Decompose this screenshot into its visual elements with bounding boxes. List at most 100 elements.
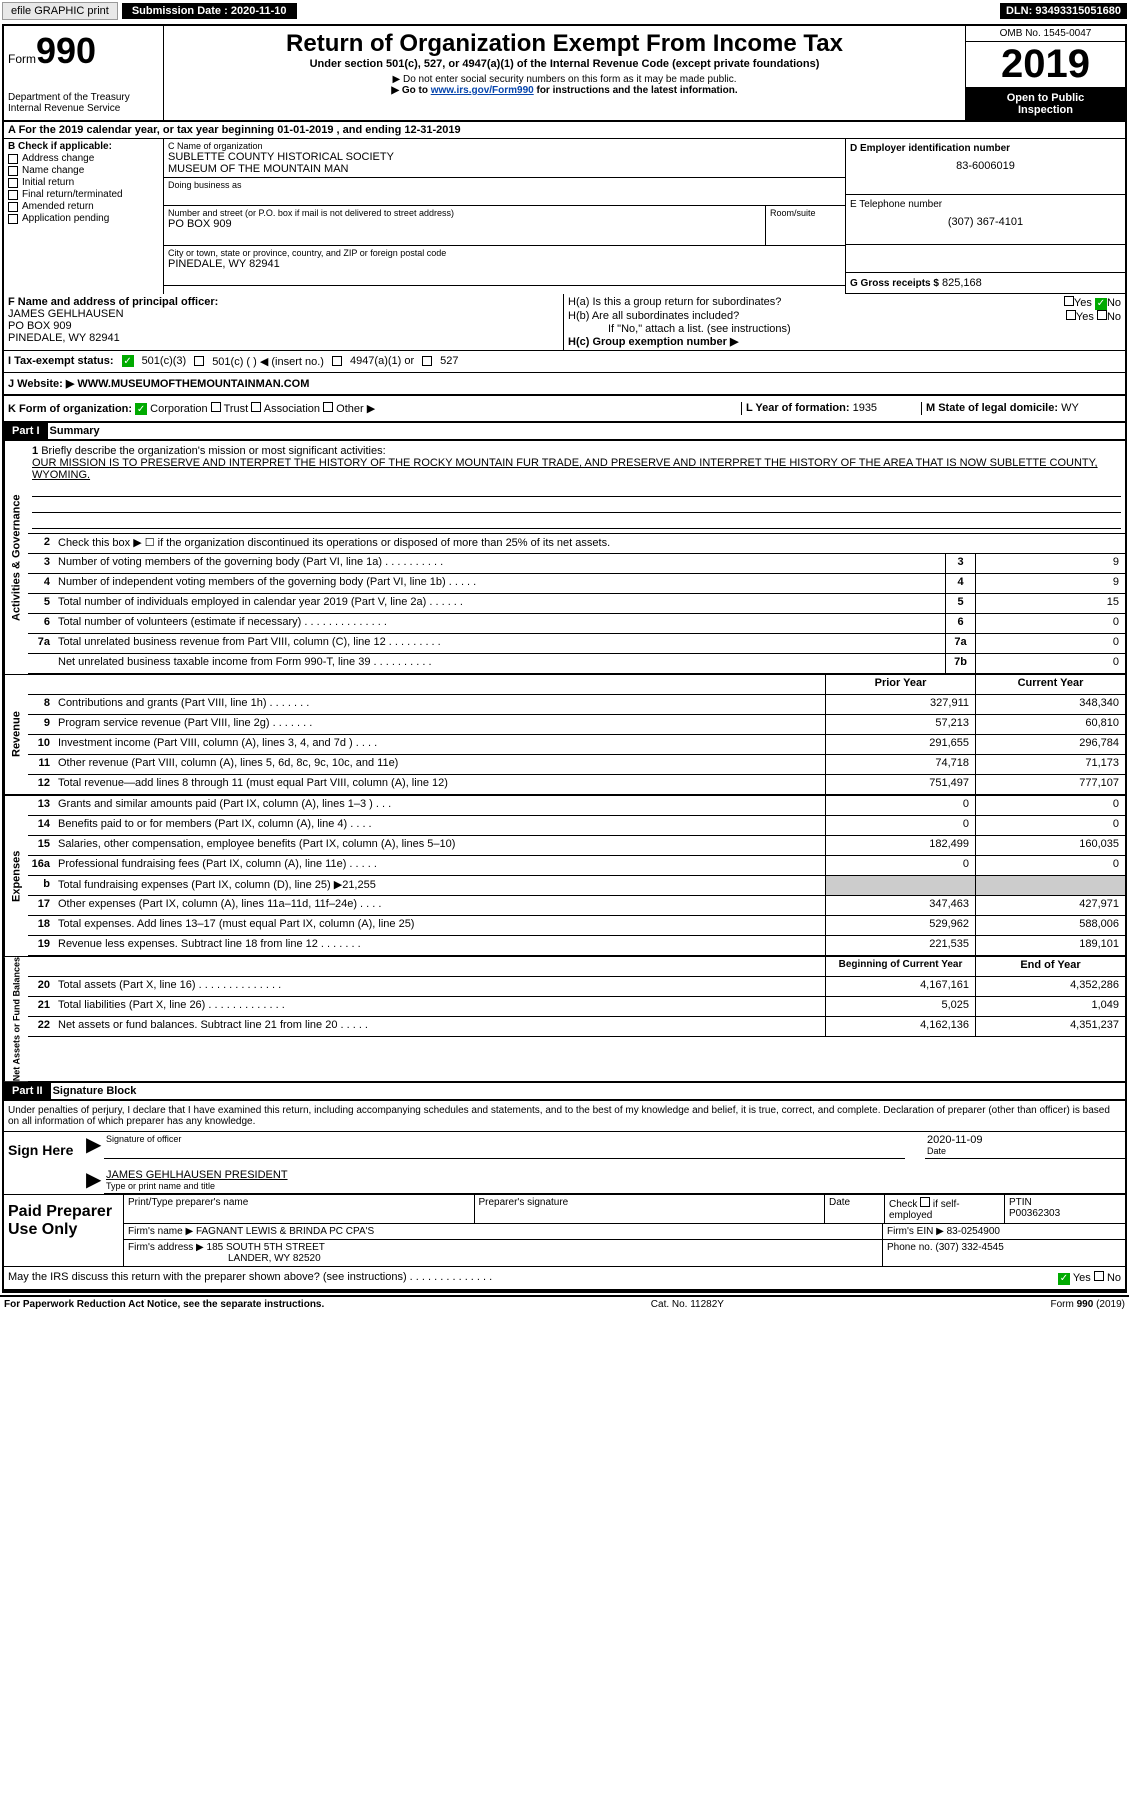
chk-assoc[interactable]: [251, 402, 261, 412]
part1-title: Summary: [48, 423, 102, 439]
form-word: Form: [8, 52, 36, 66]
line2-text: Check this box ▶ ☐ if the organization d…: [56, 534, 1125, 553]
chk-4947[interactable]: [332, 356, 342, 366]
hb-yes: Yes: [1076, 311, 1094, 323]
phone-val: (307) 367-4101: [850, 216, 1121, 228]
ptin-val: P00362303: [1009, 1208, 1121, 1219]
ha-no: No: [1107, 297, 1121, 309]
current-val: 160,035: [975, 836, 1125, 855]
addr-label: Number and street (or P.O. box if mail i…: [168, 208, 761, 218]
line-num: 14: [28, 816, 56, 835]
form-subtitle: Under section 501(c), 527, or 4947(a)(1)…: [172, 58, 957, 70]
org-name-2: MUSEUM OF THE MOUNTAIN MAN: [168, 163, 841, 175]
current-val: 4,351,237: [975, 1017, 1125, 1036]
chk-501c[interactable]: [194, 356, 204, 366]
sig-officer-label: Signature of officer: [106, 1134, 903, 1144]
chk-other[interactable]: [323, 402, 333, 412]
firm-label: Firm's name ▶: [128, 1226, 193, 1237]
omb-number: OMB No. 1545-0047: [966, 26, 1125, 42]
form-title: Return of Organization Exempt From Incom…: [172, 30, 957, 58]
line-box: 7b: [945, 654, 975, 673]
line-num: 6: [28, 614, 56, 633]
opt-initial-return: Initial return: [22, 177, 74, 188]
current-year-header: Current Year: [975, 675, 1125, 694]
hb-yes-chk[interactable]: [1066, 310, 1076, 320]
prep-name-label: Print/Type preparer's name: [124, 1195, 475, 1223]
line-text: Number of voting members of the governin…: [56, 554, 945, 573]
line-box: 7a: [945, 634, 975, 653]
officer-name: JAMES GEHLHAUSEN: [8, 308, 559, 320]
prior-val: 751,497: [825, 775, 975, 794]
sig-date-label: Date: [927, 1146, 1123, 1156]
line-text: Other revenue (Part VIII, column (A), li…: [56, 755, 825, 774]
prior-val: 4,162,136: [825, 1017, 975, 1036]
discuss-yes-chk[interactable]: ✓: [1058, 1273, 1070, 1285]
chk-application-pending[interactable]: [8, 214, 18, 224]
prep-check-pre: Check: [889, 1199, 917, 1210]
hb-note: If "No," attach a list. (see instruction…: [568, 323, 1121, 335]
prior-val: 57,213: [825, 715, 975, 734]
officer-addr1: PO BOX 909: [8, 320, 559, 332]
line-text: Investment income (Part VIII, column (A)…: [56, 735, 825, 754]
chk-initial-return[interactable]: [8, 178, 18, 188]
chk-selfemp[interactable]: [920, 1197, 930, 1207]
line-num: 4: [28, 574, 56, 593]
line-text: Other expenses (Part IX, column (A), lin…: [56, 896, 825, 915]
prior-val: 4,167,161: [825, 977, 975, 996]
irs-link[interactable]: www.irs.gov/Form990: [431, 85, 534, 96]
prior-val: 0: [825, 816, 975, 835]
chk-final-return[interactable]: [8, 190, 18, 200]
chk-name-change[interactable]: [8, 166, 18, 176]
opt-address-change: Address change: [22, 153, 94, 164]
ha-label: H(a) Is this a group return for subordin…: [568, 296, 781, 310]
ha-yes-chk[interactable]: [1064, 296, 1074, 306]
sig-arrow2-icon: ▶: [86, 1167, 101, 1192]
ha-no-chk[interactable]: ✓: [1095, 298, 1107, 310]
chk-corp[interactable]: ✓: [135, 403, 147, 415]
line-num: 10: [28, 735, 56, 754]
line-num: 18: [28, 916, 56, 935]
line-text: Grants and similar amounts paid (Part IX…: [56, 796, 825, 815]
chk-amended-return[interactable]: [8, 202, 18, 212]
chk-501c3[interactable]: ✓: [122, 355, 134, 367]
line-text: Total number of volunteers (estimate if …: [56, 614, 945, 633]
prep-sig-label: Preparer's signature: [475, 1195, 826, 1223]
sig-date-val: 2020-11-09: [927, 1134, 1123, 1146]
chk-address-change[interactable]: [8, 154, 18, 164]
efile-button[interactable]: efile GRAPHIC print: [2, 2, 118, 20]
line-num: 17: [28, 896, 56, 915]
line-text: Total expenses. Add lines 13–17 (must eq…: [56, 916, 825, 935]
prep-date-label: Date: [825, 1195, 885, 1223]
beg-year-header: Beginning of Current Year: [825, 957, 975, 976]
m-label: M State of legal domicile:: [926, 402, 1058, 414]
line-text: Total unrelated business revenue from Pa…: [56, 634, 945, 653]
current-val: 0: [975, 856, 1125, 875]
prior-val: 221,535: [825, 936, 975, 955]
c-name-label: C Name of organization: [168, 141, 841, 151]
sig-arrow-icon: ▶: [86, 1132, 101, 1157]
line-text: Total revenue—add lines 8 through 11 (mu…: [56, 775, 825, 794]
current-val: 777,107: [975, 775, 1125, 794]
chk-527[interactable]: [422, 356, 432, 366]
line-num: 12: [28, 775, 56, 794]
firm-ein: 83-0254900: [947, 1226, 1000, 1237]
line-num: 5: [28, 594, 56, 613]
chk-trust[interactable]: [211, 402, 221, 412]
city-val: PINEDALE, WY 82941: [168, 258, 841, 270]
prior-val: 529,962: [825, 916, 975, 935]
hb-no-chk[interactable]: [1097, 310, 1107, 320]
line-num: 22: [28, 1017, 56, 1036]
line-num: 21: [28, 997, 56, 1016]
vtab-governance: Activities & Governance: [4, 441, 28, 674]
hc-label: H(c) Group exemption number ▶: [568, 335, 1121, 348]
current-val: [975, 876, 1125, 895]
mission-label: Briefly describe the organization's miss…: [41, 445, 385, 457]
line-num: 13: [28, 796, 56, 815]
line-text: Total fundraising expenses (Part IX, col…: [56, 876, 825, 895]
j-label: J Website: ▶: [8, 378, 74, 390]
discuss-no: No: [1107, 1272, 1121, 1284]
e-label: E Telephone number: [850, 199, 1121, 210]
line-text: Contributions and grants (Part VIII, lin…: [56, 695, 825, 714]
addr-val: PO BOX 909: [168, 218, 761, 230]
discuss-no-chk[interactable]: [1094, 1271, 1104, 1281]
